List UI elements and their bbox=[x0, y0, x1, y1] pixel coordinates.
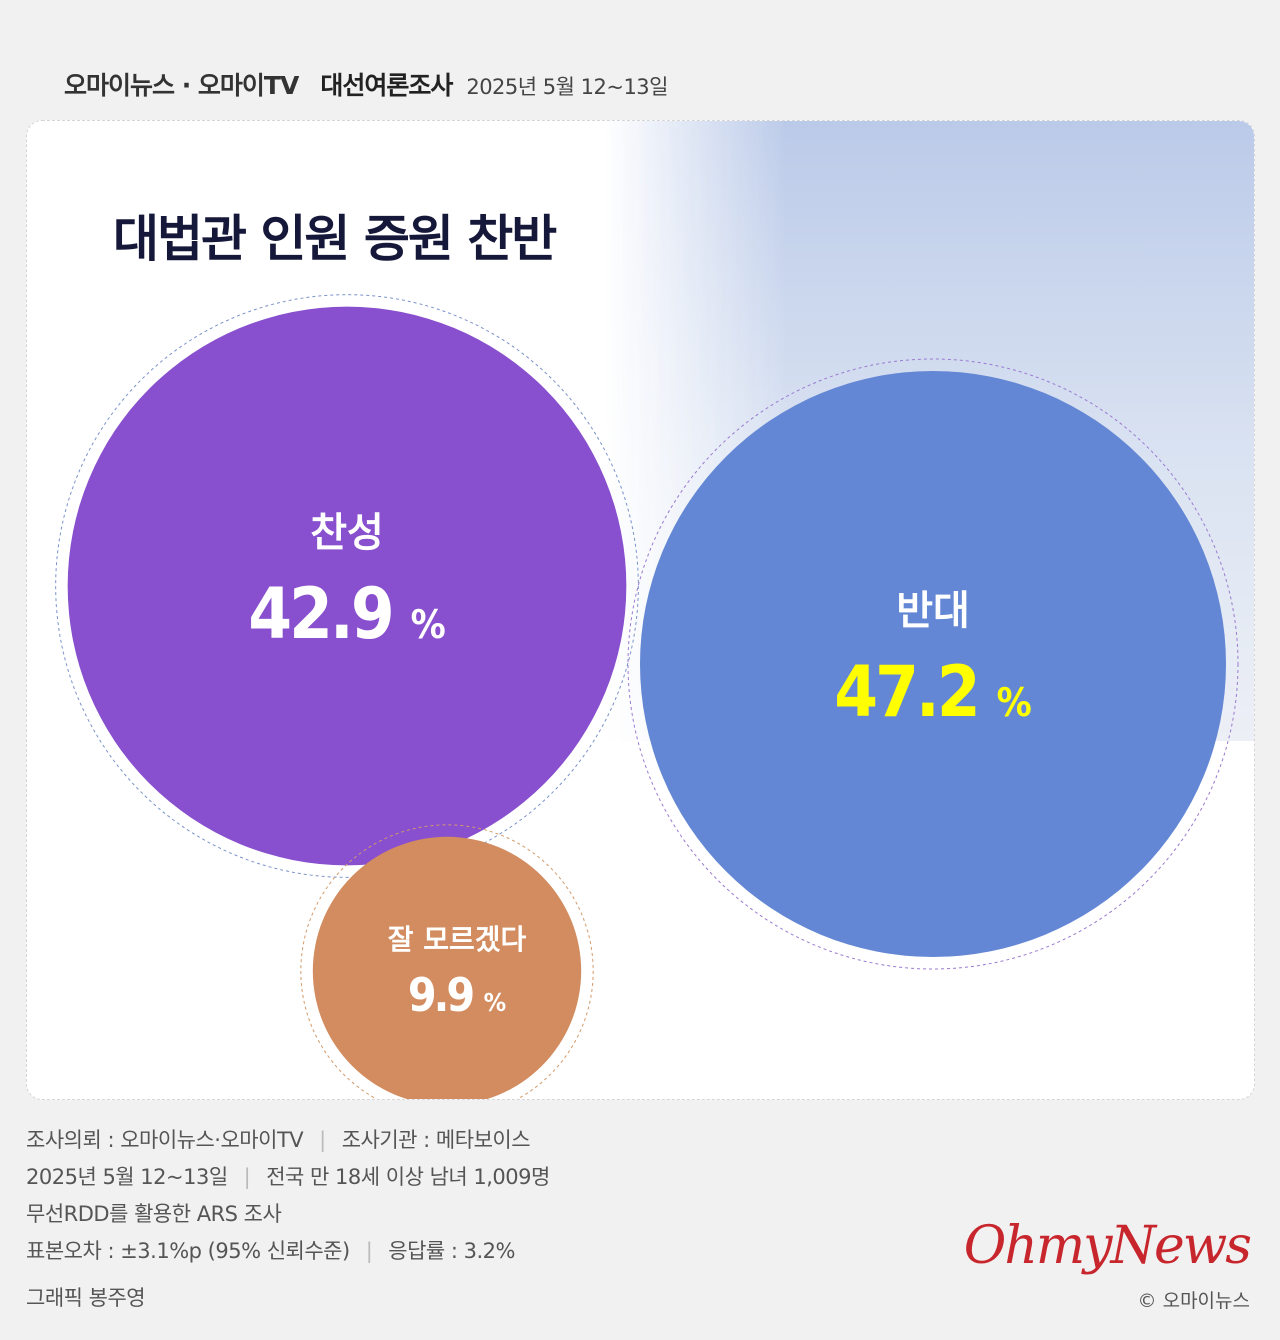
survey-sample: 전국 만 18세 이상 남녀 1,009명 bbox=[266, 1165, 550, 1189]
survey-response-rate: 응답률 : 3.2% bbox=[388, 1239, 516, 1263]
bubble-circle bbox=[640, 371, 1226, 957]
survey-agency: 조사기관 : 메타보이스 bbox=[341, 1128, 531, 1152]
bubble-label: 반대 bbox=[896, 588, 970, 634]
survey-info: 조사의뢰 : 오마이뉴스·오마이TV | 조사기관 : 메타보이스 2025년 … bbox=[26, 1122, 550, 1317]
survey-info-line-1: 조사의뢰 : 오마이뉴스·오마이TV | 조사기관 : 메타보이스 bbox=[26, 1122, 550, 1159]
bubble-outline-ring bbox=[300, 824, 594, 1099]
bubble-circle bbox=[67, 306, 627, 866]
separator: | bbox=[243, 1165, 251, 1189]
bubble-label: 찬성 bbox=[310, 510, 384, 556]
graphic-credit-text: 그래픽 봉주영 bbox=[26, 1286, 146, 1310]
separator: | bbox=[319, 1128, 326, 1152]
header-brand: 오마이뉴스 · 오마이TV bbox=[64, 71, 299, 100]
chart-card: 대법관 인원 증원 찬반 찬성 42.9 % 반대 47.2 % 잘 모르겠다 9.9 % bbox=[26, 120, 1255, 1100]
bubble-3: 잘 모르겠다 9.9 % bbox=[300, 824, 594, 1099]
survey-margin-of-error: 표본오차 : ±3.1%p (95% 신뢰수준) bbox=[26, 1239, 350, 1263]
bubble-value: 42.9 % bbox=[248, 573, 445, 655]
survey-info-line-3: 무선RDD를 활용한 ARS 조사 bbox=[26, 1196, 550, 1233]
bubble-1: 찬성 42.9 % bbox=[55, 294, 639, 878]
survey-client: 조사의뢰 : 오마이뉴스·오마이TV bbox=[26, 1128, 304, 1152]
survey-info-line-4: 표본오차 : ±3.1%p (95% 신뢰수준) | 응답률 : 3.2% bbox=[26, 1233, 550, 1270]
bubble-outline-ring bbox=[55, 294, 639, 878]
header-date: 2025년 5월 12~13일 bbox=[466, 75, 668, 99]
bubble-value: 9.9 % bbox=[408, 968, 506, 1022]
bubble-value: 47.2 % bbox=[834, 651, 1031, 733]
separator: | bbox=[365, 1239, 373, 1263]
bubble-2: 반대 47.2 % bbox=[627, 358, 1239, 970]
graphic-credit: 그래픽 봉주영 bbox=[26, 1280, 550, 1317]
bubble-circle bbox=[312, 836, 582, 1099]
survey-date: 2025년 5월 12~13일 bbox=[26, 1165, 228, 1189]
bubble-outline-ring bbox=[627, 358, 1239, 970]
survey-method: 무선RDD를 활용한 ARS 조사 bbox=[26, 1202, 282, 1226]
bubble-label: 잘 모르겠다 bbox=[388, 923, 527, 956]
bubble-chart: 찬성 42.9 % 반대 47.2 % 잘 모르겠다 9.9 % bbox=[55, 294, 1239, 1099]
chart-title: 대법관 인원 증원 찬반 bbox=[113, 210, 557, 268]
ohmynews-logo: OhmyNews bbox=[963, 1216, 1252, 1276]
survey-info-line-2: 2025년 5월 12~13일 | 전국 만 18세 이상 남녀 1,009명 bbox=[26, 1159, 550, 1196]
copyright: © 오마이뉴스 bbox=[1137, 1290, 1250, 1312]
header-survey-name: 대선여론조사 bbox=[320, 71, 453, 100]
header: 오마이뉴스 · 오마이TV 대선여론조사 2025년 5월 12~13일 bbox=[64, 66, 668, 106]
